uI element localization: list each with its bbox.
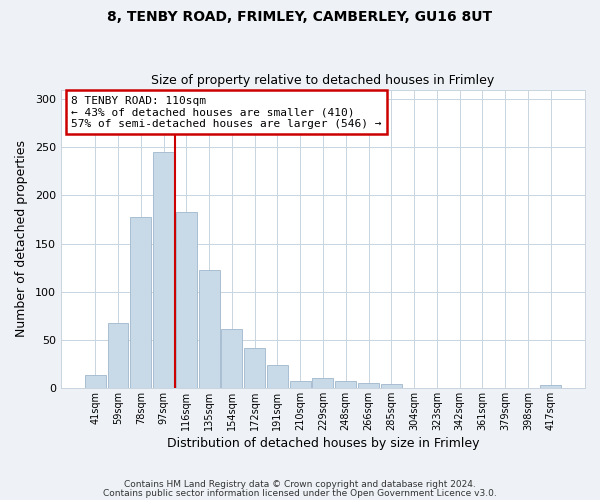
Bar: [176, 212, 197, 388]
Title: Size of property relative to detached houses in Frimley: Size of property relative to detached ho…: [151, 74, 494, 87]
Bar: [381, 384, 402, 388]
Bar: [335, 381, 356, 388]
Bar: [358, 383, 379, 388]
Text: Contains public sector information licensed under the Open Government Licence v3: Contains public sector information licen…: [103, 488, 497, 498]
Bar: [153, 152, 174, 388]
Bar: [85, 376, 106, 388]
Bar: [130, 216, 151, 388]
Bar: [290, 381, 311, 388]
Bar: [244, 348, 265, 388]
Bar: [313, 378, 334, 388]
Text: 8, TENBY ROAD, FRIMLEY, CAMBERLEY, GU16 8UT: 8, TENBY ROAD, FRIMLEY, CAMBERLEY, GU16 …: [107, 10, 493, 24]
Bar: [267, 365, 288, 388]
Bar: [221, 329, 242, 388]
Bar: [540, 385, 561, 388]
Y-axis label: Number of detached properties: Number of detached properties: [15, 140, 28, 337]
Bar: [107, 324, 128, 388]
Text: 8 TENBY ROAD: 110sqm
← 43% of detached houses are smaller (410)
57% of semi-deta: 8 TENBY ROAD: 110sqm ← 43% of detached h…: [71, 96, 382, 128]
Bar: [199, 270, 220, 388]
X-axis label: Distribution of detached houses by size in Frimley: Distribution of detached houses by size …: [167, 437, 479, 450]
Text: Contains HM Land Registry data © Crown copyright and database right 2024.: Contains HM Land Registry data © Crown c…: [124, 480, 476, 489]
